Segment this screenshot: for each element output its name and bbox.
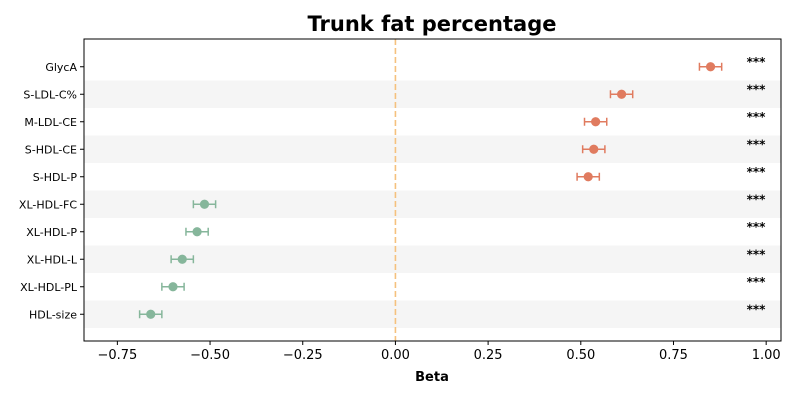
beta-point (589, 144, 599, 154)
x-tick-label: −0.75 (97, 348, 137, 363)
significance-label: *** (747, 192, 767, 206)
significance-label: *** (747, 55, 767, 69)
x-tick-label: 0.00 (381, 348, 410, 363)
y-tick-label: M-LDL-CE (24, 116, 77, 129)
y-tick-label: XL-HDL-PL (20, 281, 78, 294)
y-tick-labels: GlycA S-LDL-C% M-LDL-CE S-HDL-CE S-HDL-P XL-H… (19, 61, 78, 322)
significance-label: *** (747, 275, 767, 289)
y-tick-label: HDL-size (29, 308, 77, 321)
x-tick-label: 0.50 (566, 348, 595, 363)
significance-label: *** (747, 137, 767, 151)
row-band (84, 190, 781, 218)
beta-point (192, 227, 202, 237)
y-tick-label: S-HDL-P (33, 171, 78, 184)
beta-point (199, 199, 210, 209)
row-band (84, 80, 781, 108)
x-tick-label: 0.75 (659, 348, 688, 363)
significance-label: *** (747, 302, 767, 316)
beta-point (583, 172, 593, 182)
beta-point (616, 89, 627, 99)
x-tick-label: 0.25 (474, 348, 503, 363)
y-tick-label: S-HDL-CE (25, 143, 77, 156)
significance-label: *** (747, 82, 767, 96)
x-axis-label: Beta (415, 370, 449, 385)
y-tick-label: GlycA (45, 61, 77, 74)
beta-point (146, 309, 156, 319)
row-band (84, 135, 781, 163)
beta-point (591, 117, 601, 127)
data-marks (138, 62, 723, 319)
chart-title: Trunk fat percentage (308, 12, 557, 36)
significance-labels: *** *** *** *** *** *** *** *** *** *** (747, 55, 767, 317)
significance-label: *** (747, 247, 767, 261)
y-tick-label: XL-HDL-P (26, 226, 77, 239)
x-tick-label: 1.00 (752, 348, 781, 363)
row-band (84, 300, 781, 328)
y-tick-label: S-LDL-C% (23, 88, 77, 101)
row-band (84, 245, 781, 273)
x-tick-labels: −0.75 −0.50 −0.25 0.00 0.25 0.50 0.75 1.00 (97, 348, 780, 363)
row-bands (84, 80, 781, 328)
x-tick-label: −0.50 (190, 348, 230, 363)
y-tick-label: XL-HDL-L (27, 253, 78, 266)
plot-frame (83, 38, 782, 342)
axes-frame (80, 38, 782, 345)
significance-label: *** (747, 165, 767, 179)
beta-point (177, 254, 187, 264)
x-tick-label: −0.25 (283, 348, 323, 363)
beta-point (168, 282, 178, 292)
y-tick-label: XL-HDL-FC (19, 198, 77, 211)
significance-label: *** (747, 110, 767, 124)
beta-point (705, 62, 716, 72)
significance-label: *** (747, 220, 767, 234)
